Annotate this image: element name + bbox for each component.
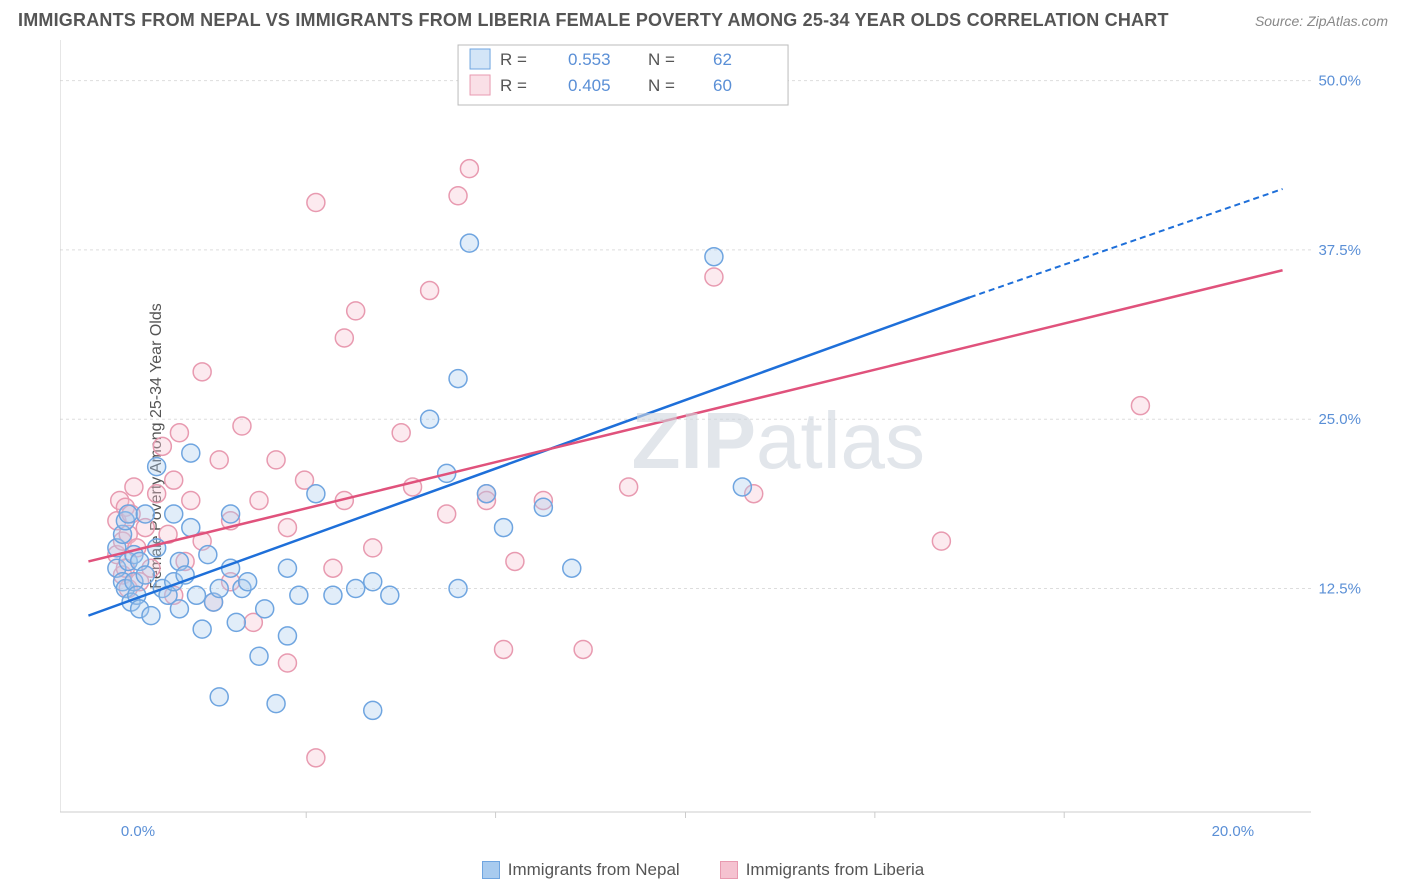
legend-r-label: R =	[500, 76, 527, 95]
scatter-point	[119, 505, 137, 523]
scatter-point	[222, 505, 240, 523]
y-tick-label: 50.0%	[1318, 73, 1361, 90]
scatter-point	[705, 268, 723, 286]
legend-r-label: R =	[500, 50, 527, 69]
x-tick-label: 0.0%	[121, 823, 155, 840]
scatter-point	[239, 573, 257, 591]
scatter-point	[210, 580, 228, 598]
scatter-point	[148, 485, 166, 503]
source-attribution: Source: ZipAtlas.com	[1255, 13, 1388, 29]
scatter-point	[290, 586, 308, 604]
scatter-point	[250, 647, 268, 665]
legend-label-nepal: Immigrants from Nepal	[508, 860, 680, 880]
scatter-point	[733, 478, 751, 496]
scatter-point	[210, 688, 228, 706]
scatter-point	[193, 363, 211, 381]
scatter-point	[233, 417, 251, 435]
scatter-point	[170, 600, 188, 618]
y-tick-label: 25.0%	[1318, 411, 1361, 428]
scatter-point	[278, 519, 296, 537]
scatter-point	[256, 600, 274, 618]
legend-r-value: 0.553	[568, 50, 611, 69]
scatter-point	[364, 701, 382, 719]
legend-n-label: N =	[648, 76, 675, 95]
scatter-point	[324, 559, 342, 577]
legend-item-nepal: Immigrants from Nepal	[482, 860, 680, 880]
scatter-point	[449, 187, 467, 205]
scatter-point	[278, 559, 296, 577]
scatter-point	[381, 586, 399, 604]
scatter-point	[449, 580, 467, 598]
legend-n-value: 62	[713, 50, 732, 69]
scatter-point	[347, 580, 365, 598]
scatter-point	[182, 444, 200, 462]
scatter-point	[193, 620, 211, 638]
scatter-point	[148, 458, 166, 476]
scatter-point	[364, 573, 382, 591]
scatter-point	[267, 451, 285, 469]
legend-swatch	[470, 75, 490, 95]
scatter-point	[421, 282, 439, 300]
scatter-point	[364, 539, 382, 557]
scatter-point	[170, 424, 188, 442]
scatter-point	[125, 478, 143, 496]
scatter-point	[421, 410, 439, 428]
scatter-point	[563, 559, 581, 577]
scatter-point	[460, 160, 478, 178]
chart-title: IMMIGRANTS FROM NEPAL VS IMMIGRANTS FROM…	[18, 10, 1169, 31]
scatter-point	[324, 586, 342, 604]
chart-plot-area: 12.5% 25.0% 37.5% 50.0% 0.0% 20.0% R = 0.553 N =…	[60, 40, 1366, 842]
scatter-point	[148, 539, 166, 557]
y-tick-label: 12.5%	[1318, 581, 1361, 598]
scatter-point	[506, 552, 524, 570]
scatter-point	[278, 627, 296, 645]
scatter-point	[460, 234, 478, 252]
scatter-point	[574, 640, 592, 658]
scatter-point	[477, 485, 495, 503]
scatter-point	[438, 505, 456, 523]
scatter-point	[932, 532, 950, 550]
scatter-point	[392, 424, 410, 442]
legend-swatch	[470, 49, 490, 69]
scatter-point	[187, 586, 205, 604]
scatter-point	[307, 485, 325, 503]
scatter-point	[267, 695, 285, 713]
scatter-point	[182, 491, 200, 509]
scatter-point	[449, 370, 467, 388]
legend-n-label: N =	[648, 50, 675, 69]
scatter-point	[142, 607, 160, 625]
scatter-point	[165, 505, 183, 523]
y-tick-label: 37.5%	[1318, 242, 1361, 259]
scatter-point	[1131, 397, 1149, 415]
scatter-point	[620, 478, 638, 496]
scatter-point	[278, 654, 296, 672]
scatter-point	[347, 302, 365, 320]
legend-swatch-nepal	[482, 861, 500, 879]
scatter-point	[250, 491, 268, 509]
scatter-point	[705, 248, 723, 266]
scatter-point	[495, 640, 513, 658]
legend-item-liberia: Immigrants from Liberia	[720, 860, 925, 880]
scatter-point	[335, 329, 353, 347]
legend-swatch-liberia	[720, 861, 738, 879]
scatter-point	[534, 498, 552, 516]
x-tick-label: 20.0%	[1212, 823, 1255, 840]
scatter-plot-svg: 12.5% 25.0% 37.5% 50.0% 0.0% 20.0% R = 0.553 N =…	[60, 40, 1366, 842]
bottom-legend: Immigrants from Nepal Immigrants from Li…	[0, 860, 1406, 880]
scatter-point	[210, 451, 228, 469]
scatter-point	[136, 566, 154, 584]
legend-n-value: 60	[713, 76, 732, 95]
legend-label-liberia: Immigrants from Liberia	[746, 860, 925, 880]
scatter-point	[307, 749, 325, 767]
legend-r-value: 0.405	[568, 76, 611, 95]
scatter-point	[199, 546, 217, 564]
scatter-point	[153, 437, 171, 455]
scatter-point	[227, 613, 245, 631]
scatter-point	[136, 505, 154, 523]
scatter-point	[165, 471, 183, 489]
scatter-point	[307, 194, 325, 212]
scatter-point	[495, 519, 513, 537]
trend-line	[88, 270, 1282, 561]
